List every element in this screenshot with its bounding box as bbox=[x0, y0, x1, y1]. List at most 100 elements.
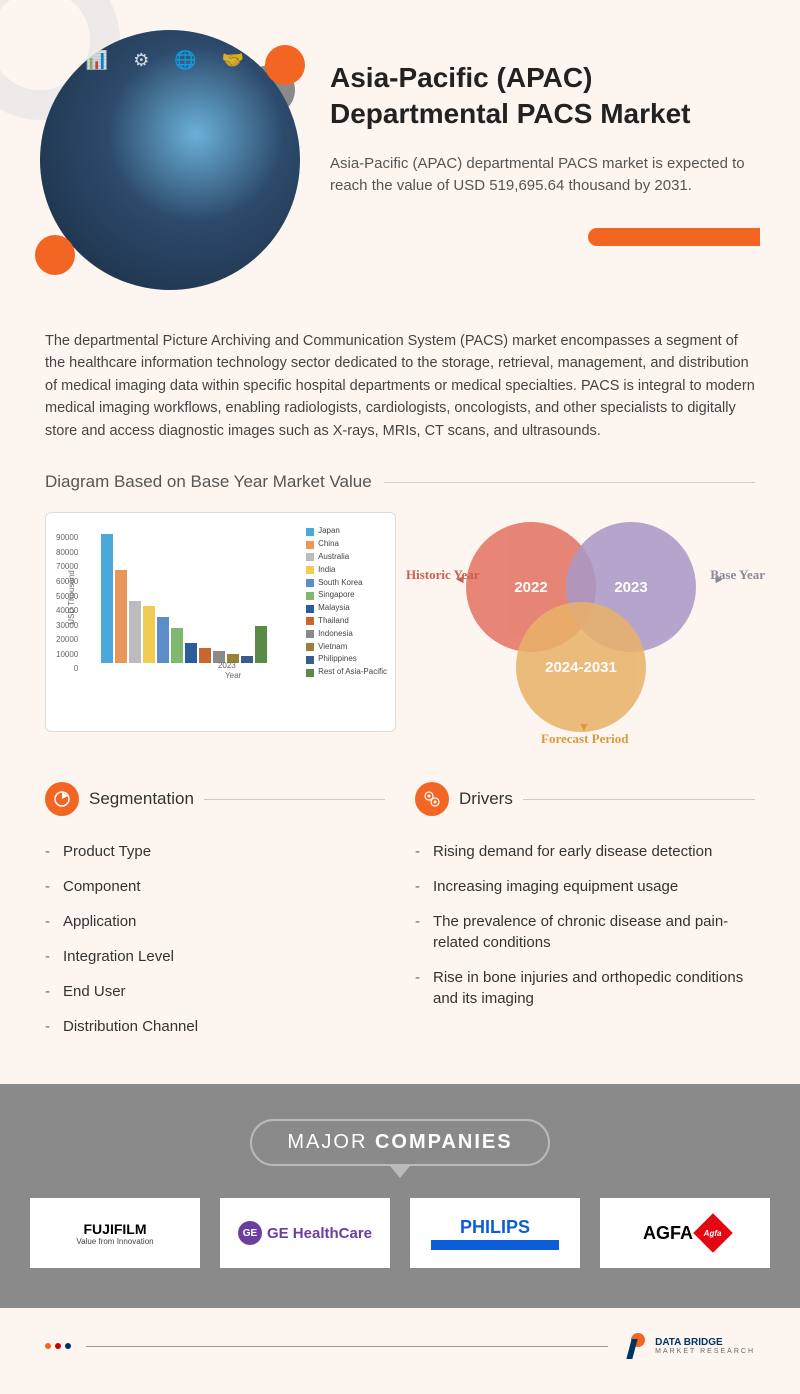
divider-line bbox=[384, 482, 755, 483]
legend-label: Thailand bbox=[318, 615, 349, 628]
bar-chart: USD Thousand 900008000070000600005000040… bbox=[45, 512, 396, 732]
legend-item: China bbox=[306, 538, 387, 551]
legend-swatch bbox=[306, 579, 314, 587]
segmentation-column: Segmentation Product TypeComponentApplic… bbox=[45, 782, 385, 1044]
legend-swatch bbox=[306, 656, 314, 664]
y-axis-label: USD Thousand bbox=[67, 571, 76, 626]
legend-item: India bbox=[306, 564, 387, 577]
legend-item: South Korea bbox=[306, 577, 387, 590]
agfa-diamond-icon: Agfa bbox=[693, 1214, 733, 1254]
bar-singapore bbox=[171, 628, 183, 664]
decorative-dots bbox=[45, 1343, 71, 1349]
legend-label: Indonesia bbox=[318, 628, 353, 641]
pointer-triangle-icon bbox=[390, 1166, 410, 1178]
legend-swatch bbox=[306, 643, 314, 651]
bar-australia bbox=[129, 601, 141, 663]
venn-label-base: Base Year bbox=[710, 567, 765, 583]
legend-label: South Korea bbox=[318, 577, 362, 590]
ge-monogram-icon: GE bbox=[238, 1221, 262, 1245]
decorative-dot-bottom bbox=[35, 235, 75, 275]
agfa-text: AGFA bbox=[643, 1223, 693, 1244]
bar-south-korea bbox=[157, 617, 169, 664]
list-item: Component bbox=[45, 869, 385, 904]
drivers-title: Drivers bbox=[459, 789, 513, 809]
legend-swatch bbox=[306, 605, 314, 613]
description-text: The departmental Picture Archiving and C… bbox=[0, 310, 800, 472]
title-block: Asia-Pacific (APAC) Departmental PACS Ma… bbox=[330, 30, 760, 246]
drivers-column: Drivers Rising demand for early disease … bbox=[415, 782, 755, 1044]
legend-swatch bbox=[306, 528, 314, 536]
page-subtitle: Asia-Pacific (APAC) departmental PACS ma… bbox=[330, 153, 760, 198]
two-column-section: Segmentation Product TypeComponentApplic… bbox=[0, 762, 800, 1084]
footer-sub: MARKET RESEARCH bbox=[655, 1348, 755, 1356]
list-item: Application bbox=[45, 904, 385, 939]
legend-item: Philippines bbox=[306, 653, 387, 666]
legend-item: Singapore bbox=[306, 589, 387, 602]
logo-fujifilm: FUJIFILM Value from Innovation bbox=[30, 1198, 200, 1268]
legend-item: Malaysia bbox=[306, 602, 387, 615]
diagram-row: USD Thousand 900008000070000600005000040… bbox=[0, 502, 800, 762]
list-item: Distribution Channel bbox=[45, 1009, 385, 1044]
legend-item: Vietnam bbox=[306, 641, 387, 654]
venn-label-forecast: Forecast Period bbox=[541, 731, 628, 747]
logo-agfa: AGFA Agfa bbox=[600, 1198, 770, 1268]
fujifilm-tagline: Value from Innovation bbox=[76, 1237, 153, 1246]
footer: DATA BRIDGE MARKET RESEARCH bbox=[0, 1308, 800, 1384]
legend-label: Philippines bbox=[318, 653, 357, 666]
bar-malaysia bbox=[185, 643, 197, 663]
header: 📊 ⚙ 🌐 🤝 Asia-Pacific (APAC) Departmental… bbox=[0, 0, 800, 310]
bar-philippines bbox=[241, 656, 253, 664]
logos-row: FUJIFILM Value from Innovation GE GE Hea… bbox=[0, 1198, 800, 1268]
legend-label: Malaysia bbox=[318, 602, 350, 615]
list-item: Increasing imaging equipment usage bbox=[415, 869, 755, 904]
footer-logo: DATA BRIDGE MARKET RESEARCH bbox=[623, 1333, 755, 1359]
pie-icon bbox=[45, 782, 79, 816]
hero-image-wrap: 📊 ⚙ 🌐 🤝 bbox=[40, 30, 300, 290]
legend-item: Indonesia bbox=[306, 628, 387, 641]
legend-item: Rest of Asia-Pacific bbox=[306, 666, 387, 679]
footer-brand: DATA BRIDGE bbox=[655, 1337, 755, 1348]
legend-swatch bbox=[306, 592, 314, 600]
list-item: The prevalence of chronic disease and pa… bbox=[415, 904, 755, 960]
bar-china bbox=[115, 570, 127, 663]
legend-swatch bbox=[306, 630, 314, 638]
list-item: Rise in bone injuries and orthopedic con… bbox=[415, 960, 755, 1016]
ge-text: GE HealthCare bbox=[267, 1225, 372, 1242]
diagram-title: Diagram Based on Base Year Market Value bbox=[45, 472, 372, 492]
divider-line bbox=[204, 799, 385, 800]
legend-label: Japan bbox=[318, 525, 340, 538]
venn-diagram: 2022 2023 2024-2031 ◄ ► ▼ Historic Year … bbox=[426, 512, 755, 732]
decorative-dot-top bbox=[265, 45, 305, 85]
legend-swatch bbox=[306, 669, 314, 677]
x-category: 2023 bbox=[218, 661, 236, 670]
list-item: Product Type bbox=[45, 834, 385, 869]
y-tick: 10000 bbox=[56, 650, 78, 659]
legend-item: Japan bbox=[306, 525, 387, 538]
legend-swatch bbox=[306, 566, 314, 574]
heading-bold: COMPANIES bbox=[375, 1131, 513, 1153]
bar-thailand bbox=[199, 648, 211, 664]
philips-text: PHILIPS bbox=[431, 1217, 559, 1250]
legend-label: China bbox=[318, 538, 339, 551]
x-axis-label: Year bbox=[225, 671, 241, 680]
venn-circle-forecast: 2024-2031 bbox=[516, 602, 646, 732]
heading-light: MAJOR bbox=[287, 1131, 367, 1153]
segmentation-title: Segmentation bbox=[89, 789, 194, 809]
diagram-header-row: Diagram Based on Base Year Market Value bbox=[0, 472, 800, 492]
legend-label: India bbox=[318, 564, 335, 577]
bar-india bbox=[143, 606, 155, 664]
drivers-list: Rising demand for early disease detectio… bbox=[415, 834, 755, 1016]
legend-label: Australia bbox=[318, 551, 349, 564]
legend-label: Singapore bbox=[318, 589, 354, 602]
logo-philips: PHILIPS bbox=[410, 1198, 580, 1268]
bar-japan bbox=[101, 534, 113, 663]
databridge-icon bbox=[623, 1333, 649, 1359]
page-title: Asia-Pacific (APAC) Departmental PACS Ma… bbox=[330, 60, 760, 133]
legend-swatch bbox=[306, 617, 314, 625]
y-tick: 0 bbox=[56, 664, 78, 673]
accent-pill bbox=[588, 228, 760, 246]
segmentation-list: Product TypeComponentApplicationIntegrat… bbox=[45, 834, 385, 1044]
list-item: Rising demand for early disease detectio… bbox=[415, 834, 755, 869]
list-item: Integration Level bbox=[45, 939, 385, 974]
venn-label-historic: Historic Year bbox=[406, 567, 480, 583]
